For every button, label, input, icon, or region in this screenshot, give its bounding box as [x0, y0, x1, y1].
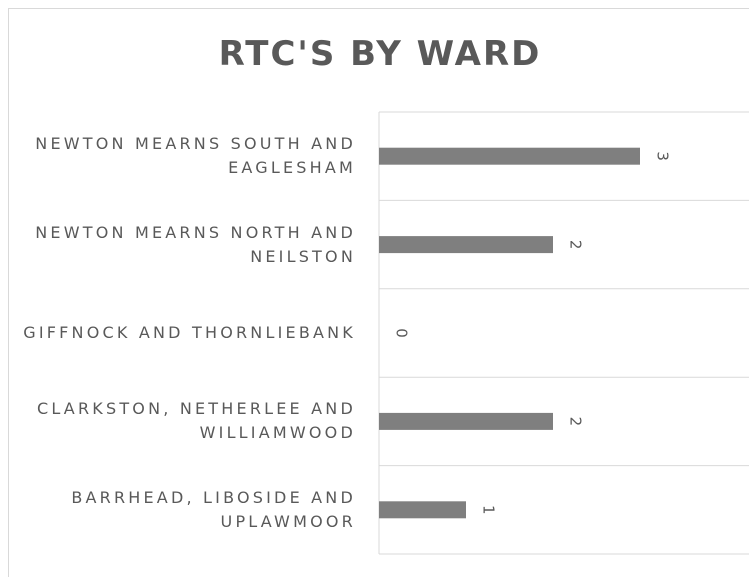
data-label: 0: [393, 328, 411, 338]
y-tick-label: NEWTON MEARNS NORTH AND NEILSTON: [35, 222, 356, 266]
y-tick-label: CLARKSTON, NETHERLEE AND WILLIAMWOOD: [36, 399, 356, 443]
data-label: 2: [567, 417, 585, 427]
data-label: 2: [567, 240, 585, 250]
chart-frame: [8, 8, 749, 577]
chart-title: RTC'S BY WARD: [218, 34, 542, 74]
y-tick-label: NEWTON MEARNS SOUTH AND EAGLESHAM: [35, 134, 356, 178]
bar: [379, 236, 553, 254]
y-tick-label: GIFFNOCK AND THORNLIEBANK: [23, 323, 356, 342]
y-tick-label: BARRHEAD, LIBOSIDE AND UPLAWMOOR: [71, 487, 356, 531]
data-label: 3: [654, 151, 672, 161]
bar: [379, 501, 466, 519]
bar: [379, 147, 640, 165]
bar: [379, 412, 553, 430]
data-label: 1: [480, 505, 498, 515]
